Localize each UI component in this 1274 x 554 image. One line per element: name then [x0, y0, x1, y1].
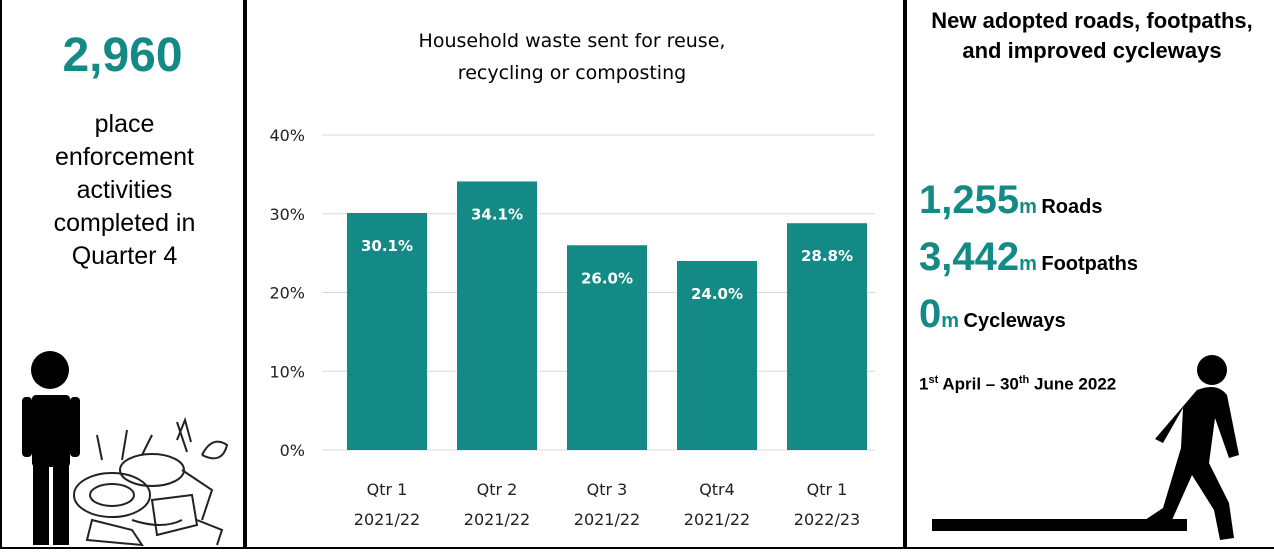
chart-panel: Household waste sent for reuse, recyclin…	[245, 0, 905, 549]
x-tick-label: 2021/22	[464, 510, 530, 529]
date-part: th	[1018, 374, 1030, 386]
date-part: 1	[919, 374, 929, 394]
x-tick-label: 2021/22	[354, 510, 420, 529]
panel-title: New adopted roads, footpaths, and improv…	[931, 8, 1253, 63]
x-tick-label: Qtr4	[699, 480, 735, 499]
chart-title: Household waste sent for reuse,	[419, 30, 726, 52]
value-label: 24.0%	[691, 285, 743, 303]
date-part: April – 30	[938, 374, 1019, 394]
bar	[787, 223, 867, 450]
stat-unit: m	[1019, 196, 1037, 218]
date-range: 1st April – 30th June 2022	[919, 368, 1179, 397]
stat-value: 1,255	[919, 178, 1020, 222]
y-tick-label: 20%	[269, 284, 305, 303]
stat-value: 0	[919, 292, 942, 336]
y-tick-label: 40%	[269, 126, 305, 145]
stat-unit: m	[941, 310, 960, 332]
date-part: June 2022	[1029, 374, 1117, 394]
date-part: st	[928, 374, 939, 386]
right-panel: New adopted roads, footpaths, and improv…	[905, 0, 1274, 549]
figure: 2,960	[62, 29, 183, 82]
x-tick-label: Qtr 1	[807, 480, 848, 499]
stat-value: 3,442	[919, 235, 1020, 279]
y-tick-label: 0%	[280, 441, 305, 460]
x-tick-label: 2021/22	[574, 510, 640, 529]
stat-row: 0m Cycleways	[919, 292, 1066, 337]
litter-icon	[22, 351, 229, 547]
x-tick-label: Qtr 2	[477, 480, 518, 499]
value-label: 34.1%	[471, 205, 523, 223]
x-tick-label: 2022/23	[794, 510, 860, 529]
stat-unit: m	[1019, 253, 1037, 275]
chart: Household waste sent for reuse, recyclin…	[269, 30, 875, 529]
left-panel: 2,960 place enforcement activities compl…	[0, 0, 245, 549]
value-label: 30.1%	[361, 237, 413, 255]
chart-title: recycling or composting	[458, 62, 686, 84]
y-tick-label: 30%	[269, 205, 305, 224]
x-tick-label: Qtr 1	[367, 480, 408, 499]
bar	[677, 261, 757, 450]
bar	[347, 212, 427, 450]
description: place enforcement activities completed i…	[53, 110, 196, 270]
x-tick-label: Qtr 3	[587, 480, 628, 499]
bar	[457, 181, 537, 450]
stat-label: Footpaths	[1041, 253, 1139, 275]
value-label: 26.0%	[581, 269, 633, 287]
stat-label: Roads	[1041, 196, 1103, 218]
bar	[567, 245, 647, 450]
stat-row: 3,442m Footpaths	[919, 235, 1138, 280]
stat-label: Cycleways	[963, 310, 1066, 332]
stat-row: 1,255m Roads	[919, 178, 1102, 223]
x-tick-label: 2021/22	[684, 510, 750, 529]
y-tick-label: 10%	[269, 362, 305, 381]
value-label: 28.8%	[801, 247, 853, 265]
